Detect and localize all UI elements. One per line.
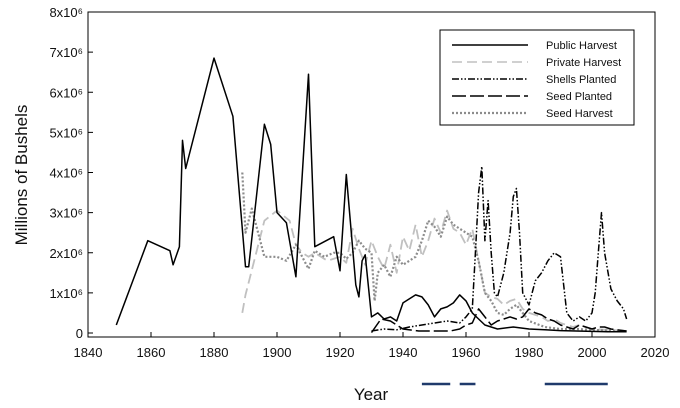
x-tick-label: 1840 xyxy=(74,345,103,360)
series-line-public-harvest xyxy=(115,57,627,333)
y-tick-label: 8x10⁶ xyxy=(49,5,83,20)
y-axis-ticks: 0 1x10⁶ 2x10⁶ 3x10⁶ 4x10⁶ 5x10⁶ 6x10⁶ 7x10⁶ 8x10… xyxy=(49,5,93,341)
legend-label: Private Harvest xyxy=(546,57,621,69)
y-axis-title: Millions of Bushels xyxy=(12,105,31,246)
x-tick-label: 1860 xyxy=(137,345,166,360)
series-line-private-harvest xyxy=(241,209,627,332)
x-tick-label: 1960 xyxy=(452,345,481,360)
series-line-seed-harvest xyxy=(241,172,627,333)
legend-label: Seed Planted xyxy=(546,91,612,103)
legend-box xyxy=(439,29,635,126)
y-tick-label: 0 xyxy=(76,326,83,341)
x-tick-label: 1900 xyxy=(263,345,292,360)
y-tick-label: 3x10⁶ xyxy=(49,206,83,221)
legend-label: Public Harvest xyxy=(546,40,617,52)
y-tick-label: 4x10⁶ xyxy=(49,166,83,181)
x-axis-title: Year xyxy=(354,385,389,404)
x-tick-label: 2020 xyxy=(641,345,670,360)
plot-frame xyxy=(87,11,656,338)
legend-label: Shells Planted xyxy=(546,74,616,86)
series-lines xyxy=(115,57,628,334)
series-line-shells-planted xyxy=(371,165,628,332)
legend-label: Seed Harvest xyxy=(546,108,613,120)
x-tick-label: 1980 xyxy=(515,345,544,360)
x-tick-label: 2000 xyxy=(578,345,607,360)
x-tick-label: 1940 xyxy=(389,345,418,360)
x-tick-label: 1920 xyxy=(326,345,355,360)
y-tick-label: 2x10⁶ xyxy=(49,246,83,261)
y-tick-label: 6x10⁶ xyxy=(49,85,83,100)
x-tick-label: 1880 xyxy=(200,345,229,360)
y-tick-label: 5x10⁶ xyxy=(49,125,83,140)
x-axis-ticks: 1840 1860 1880 1900 1920 1940 1960 1980 2000 2020 xyxy=(74,332,670,360)
series-line-seed-planted xyxy=(370,308,627,334)
legend: Public Harvest Private Harvest Shells Plan… xyxy=(439,29,635,126)
y-tick-label: 1x10⁶ xyxy=(49,286,83,301)
y-tick-label: 7x10⁶ xyxy=(49,45,83,60)
